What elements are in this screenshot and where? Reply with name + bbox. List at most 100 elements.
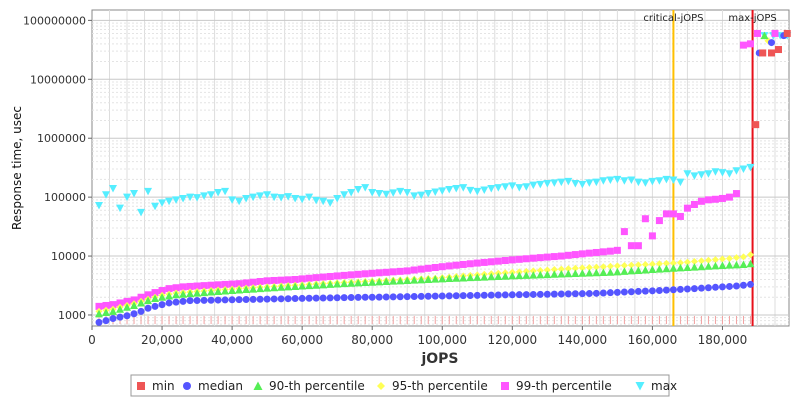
point-median <box>263 295 271 303</box>
point-90-th-percentile <box>417 275 426 284</box>
point-99-th-percentile <box>193 282 201 290</box>
point-median <box>270 295 278 303</box>
point-90-th-percentile <box>207 288 216 296</box>
point-max <box>683 170 692 178</box>
point-99-th-percentile <box>382 268 390 276</box>
point-90-th-percentile <box>368 278 377 286</box>
point-median <box>459 292 467 300</box>
point-median <box>144 304 152 312</box>
point-90-th-percentile <box>690 263 699 271</box>
point-99-th-percentile <box>116 299 124 307</box>
point-median <box>207 296 215 304</box>
point-max <box>144 187 153 196</box>
point-90-th-percentile <box>473 273 482 281</box>
point-max <box>452 185 461 193</box>
point-95-th-percentile <box>683 258 691 266</box>
point-90-th-percentile <box>102 308 111 317</box>
point-99-th-percentile <box>627 242 635 250</box>
point-99-th-percentile <box>452 261 460 269</box>
point-median <box>529 290 537 298</box>
point-median <box>186 297 194 305</box>
point-99-th-percentile <box>557 252 565 260</box>
point-median <box>662 286 670 294</box>
point-median <box>396 293 404 301</box>
point-median <box>291 295 299 303</box>
point-median <box>690 285 698 293</box>
point-99-th-percentile <box>431 263 439 271</box>
point-min <box>759 49 767 57</box>
point-90-th-percentile <box>564 269 573 278</box>
point-99-th-percentile <box>690 200 698 208</box>
point-99-th-percentile <box>326 272 334 280</box>
point-max <box>410 192 419 200</box>
point-max <box>578 180 587 189</box>
point-95-th-percentile <box>669 259 677 267</box>
point-median <box>172 298 180 306</box>
point-95-th-percentile <box>550 266 558 274</box>
point-median <box>319 294 327 302</box>
point-99-th-percentile <box>578 250 586 258</box>
point-99-th-percentile <box>515 255 523 263</box>
point-median <box>417 292 425 300</box>
point-median <box>340 294 348 302</box>
point-90-th-percentile <box>249 285 258 293</box>
point-95-th-percentile <box>557 265 565 273</box>
y-tick-label: 100000 <box>44 191 86 204</box>
point-max <box>193 194 202 202</box>
x-tick-label: 140,000 <box>558 333 608 347</box>
point-median <box>711 283 719 291</box>
point-90-th-percentile <box>116 305 125 313</box>
point-max <box>648 177 657 186</box>
point-99-th-percentile <box>354 270 362 278</box>
point-99-th-percentile <box>228 280 236 288</box>
point-max <box>690 172 699 180</box>
point-90-th-percentile <box>158 293 167 301</box>
x-tick-label: 0 <box>88 333 96 347</box>
point-max <box>249 193 258 202</box>
point-median <box>592 289 600 297</box>
data-points <box>95 29 792 326</box>
point-median <box>214 296 222 304</box>
point-99-th-percentile <box>270 276 278 284</box>
point-90-th-percentile <box>725 261 734 269</box>
point-max <box>326 199 335 207</box>
point-90-th-percentile <box>459 273 468 282</box>
point-median <box>242 296 250 304</box>
point-max <box>606 176 615 185</box>
point-max <box>627 176 636 185</box>
point-95-th-percentile <box>578 264 586 272</box>
point-99-th-percentile <box>669 210 677 218</box>
point-max <box>305 193 314 202</box>
point-90-th-percentile <box>543 270 552 279</box>
point-max <box>515 184 524 192</box>
point-max <box>669 176 678 185</box>
point-median <box>333 294 341 302</box>
point-max <box>221 187 230 196</box>
point-99-th-percentile <box>298 275 306 283</box>
point-median <box>368 293 376 301</box>
point-99-th-percentile <box>235 280 243 288</box>
point-max <box>95 202 104 210</box>
point-90-th-percentile <box>200 288 209 297</box>
point-max <box>676 178 685 187</box>
point-median <box>501 291 509 299</box>
point-99-th-percentile <box>620 228 628 236</box>
point-99-th-percentile <box>102 301 110 309</box>
point-max <box>361 184 370 192</box>
point-max <box>536 180 545 189</box>
y-tick-label: 10000000 <box>30 73 86 86</box>
point-90-th-percentile <box>340 279 349 288</box>
point-min <box>752 121 760 129</box>
point-max <box>158 199 167 207</box>
legend-swatch-max <box>635 382 645 391</box>
point-99-th-percentile <box>368 269 376 277</box>
point-median <box>627 288 635 296</box>
point-95-th-percentile <box>606 262 614 270</box>
point-90-th-percentile <box>718 261 727 270</box>
point-90-th-percentile <box>676 263 685 272</box>
point-95-th-percentile <box>676 259 684 267</box>
point-max <box>375 190 384 198</box>
point-median <box>767 39 775 47</box>
point-90-th-percentile <box>501 272 510 280</box>
